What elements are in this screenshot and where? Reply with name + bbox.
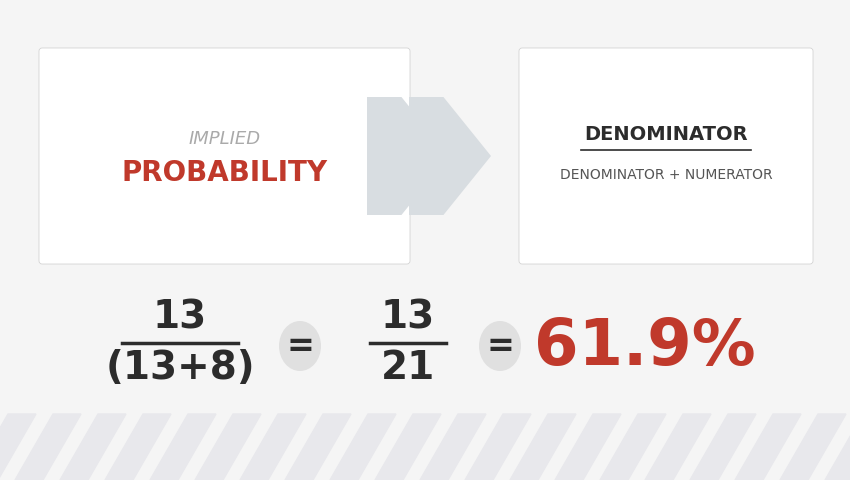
Ellipse shape xyxy=(479,321,521,371)
Text: 13: 13 xyxy=(153,299,207,336)
Ellipse shape xyxy=(279,321,321,371)
Polygon shape xyxy=(240,414,306,480)
Text: IMPLIED: IMPLIED xyxy=(189,130,261,148)
Polygon shape xyxy=(645,414,711,480)
Polygon shape xyxy=(420,414,486,480)
FancyBboxPatch shape xyxy=(39,49,410,264)
Polygon shape xyxy=(0,414,36,480)
Text: DENOMINATOR + NUMERATOR: DENOMINATOR + NUMERATOR xyxy=(559,168,773,181)
Polygon shape xyxy=(780,414,846,480)
Polygon shape xyxy=(375,414,441,480)
Polygon shape xyxy=(150,414,216,480)
Polygon shape xyxy=(195,414,261,480)
Text: 13: 13 xyxy=(381,299,435,336)
Polygon shape xyxy=(510,414,576,480)
Text: =: = xyxy=(286,330,314,363)
Text: 21: 21 xyxy=(381,348,435,386)
Polygon shape xyxy=(409,98,491,216)
Text: PROBABILITY: PROBABILITY xyxy=(122,159,327,187)
Text: DENOMINATOR: DENOMINATOR xyxy=(584,125,748,144)
FancyBboxPatch shape xyxy=(519,49,813,264)
Polygon shape xyxy=(367,98,449,216)
Polygon shape xyxy=(555,414,621,480)
Polygon shape xyxy=(465,414,531,480)
Polygon shape xyxy=(330,414,396,480)
Text: (13+8): (13+8) xyxy=(105,348,255,386)
Polygon shape xyxy=(285,414,351,480)
Polygon shape xyxy=(735,414,801,480)
Polygon shape xyxy=(105,414,171,480)
Text: 61.9%: 61.9% xyxy=(534,315,756,377)
Polygon shape xyxy=(600,414,666,480)
Polygon shape xyxy=(825,414,850,480)
Polygon shape xyxy=(690,414,756,480)
Polygon shape xyxy=(15,414,81,480)
Text: =: = xyxy=(486,330,514,363)
Polygon shape xyxy=(60,414,126,480)
